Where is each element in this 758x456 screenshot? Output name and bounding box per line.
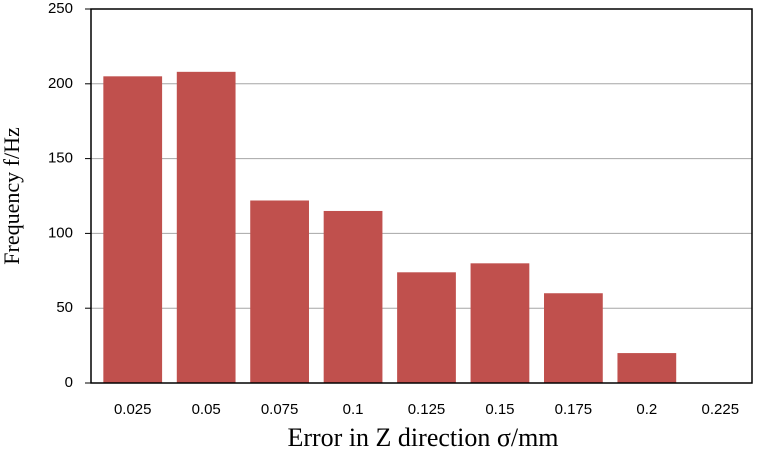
x-tick-label: 0.025	[114, 401, 152, 418]
x-tick-label: 0.175	[555, 401, 593, 418]
y-tick-label: 250	[48, 0, 73, 17]
y-tick-label: 50	[56, 299, 73, 316]
x-tick-label: 0.2	[636, 401, 657, 418]
bar	[470, 263, 530, 383]
y-tick-label: 100	[48, 224, 73, 241]
plot-frame	[90, 8, 753, 384]
bar	[250, 200, 309, 383]
bar	[176, 71, 236, 383]
x-tick-label: 0.075	[261, 401, 299, 418]
x-tick-label: 0.125	[408, 401, 446, 418]
y-tick-label: 0	[65, 374, 73, 391]
bar	[397, 272, 456, 383]
x-axis-title: Error in Z direction σ/mm	[287, 423, 558, 452]
x-tick-label: 0.05	[192, 401, 221, 418]
x-tick-label: 0.15	[485, 401, 514, 418]
y-axis-title: Frequency f/Hz	[0, 127, 24, 265]
x-tick-label: 0.1	[343, 401, 364, 418]
bar	[323, 210, 383, 383]
bar	[617, 353, 677, 383]
x-tick-label: 0.225	[702, 401, 740, 418]
y-tick-label: 150	[48, 150, 73, 167]
bar	[544, 293, 603, 383]
y-tick-label: 200	[48, 75, 73, 92]
bar	[103, 76, 163, 383]
